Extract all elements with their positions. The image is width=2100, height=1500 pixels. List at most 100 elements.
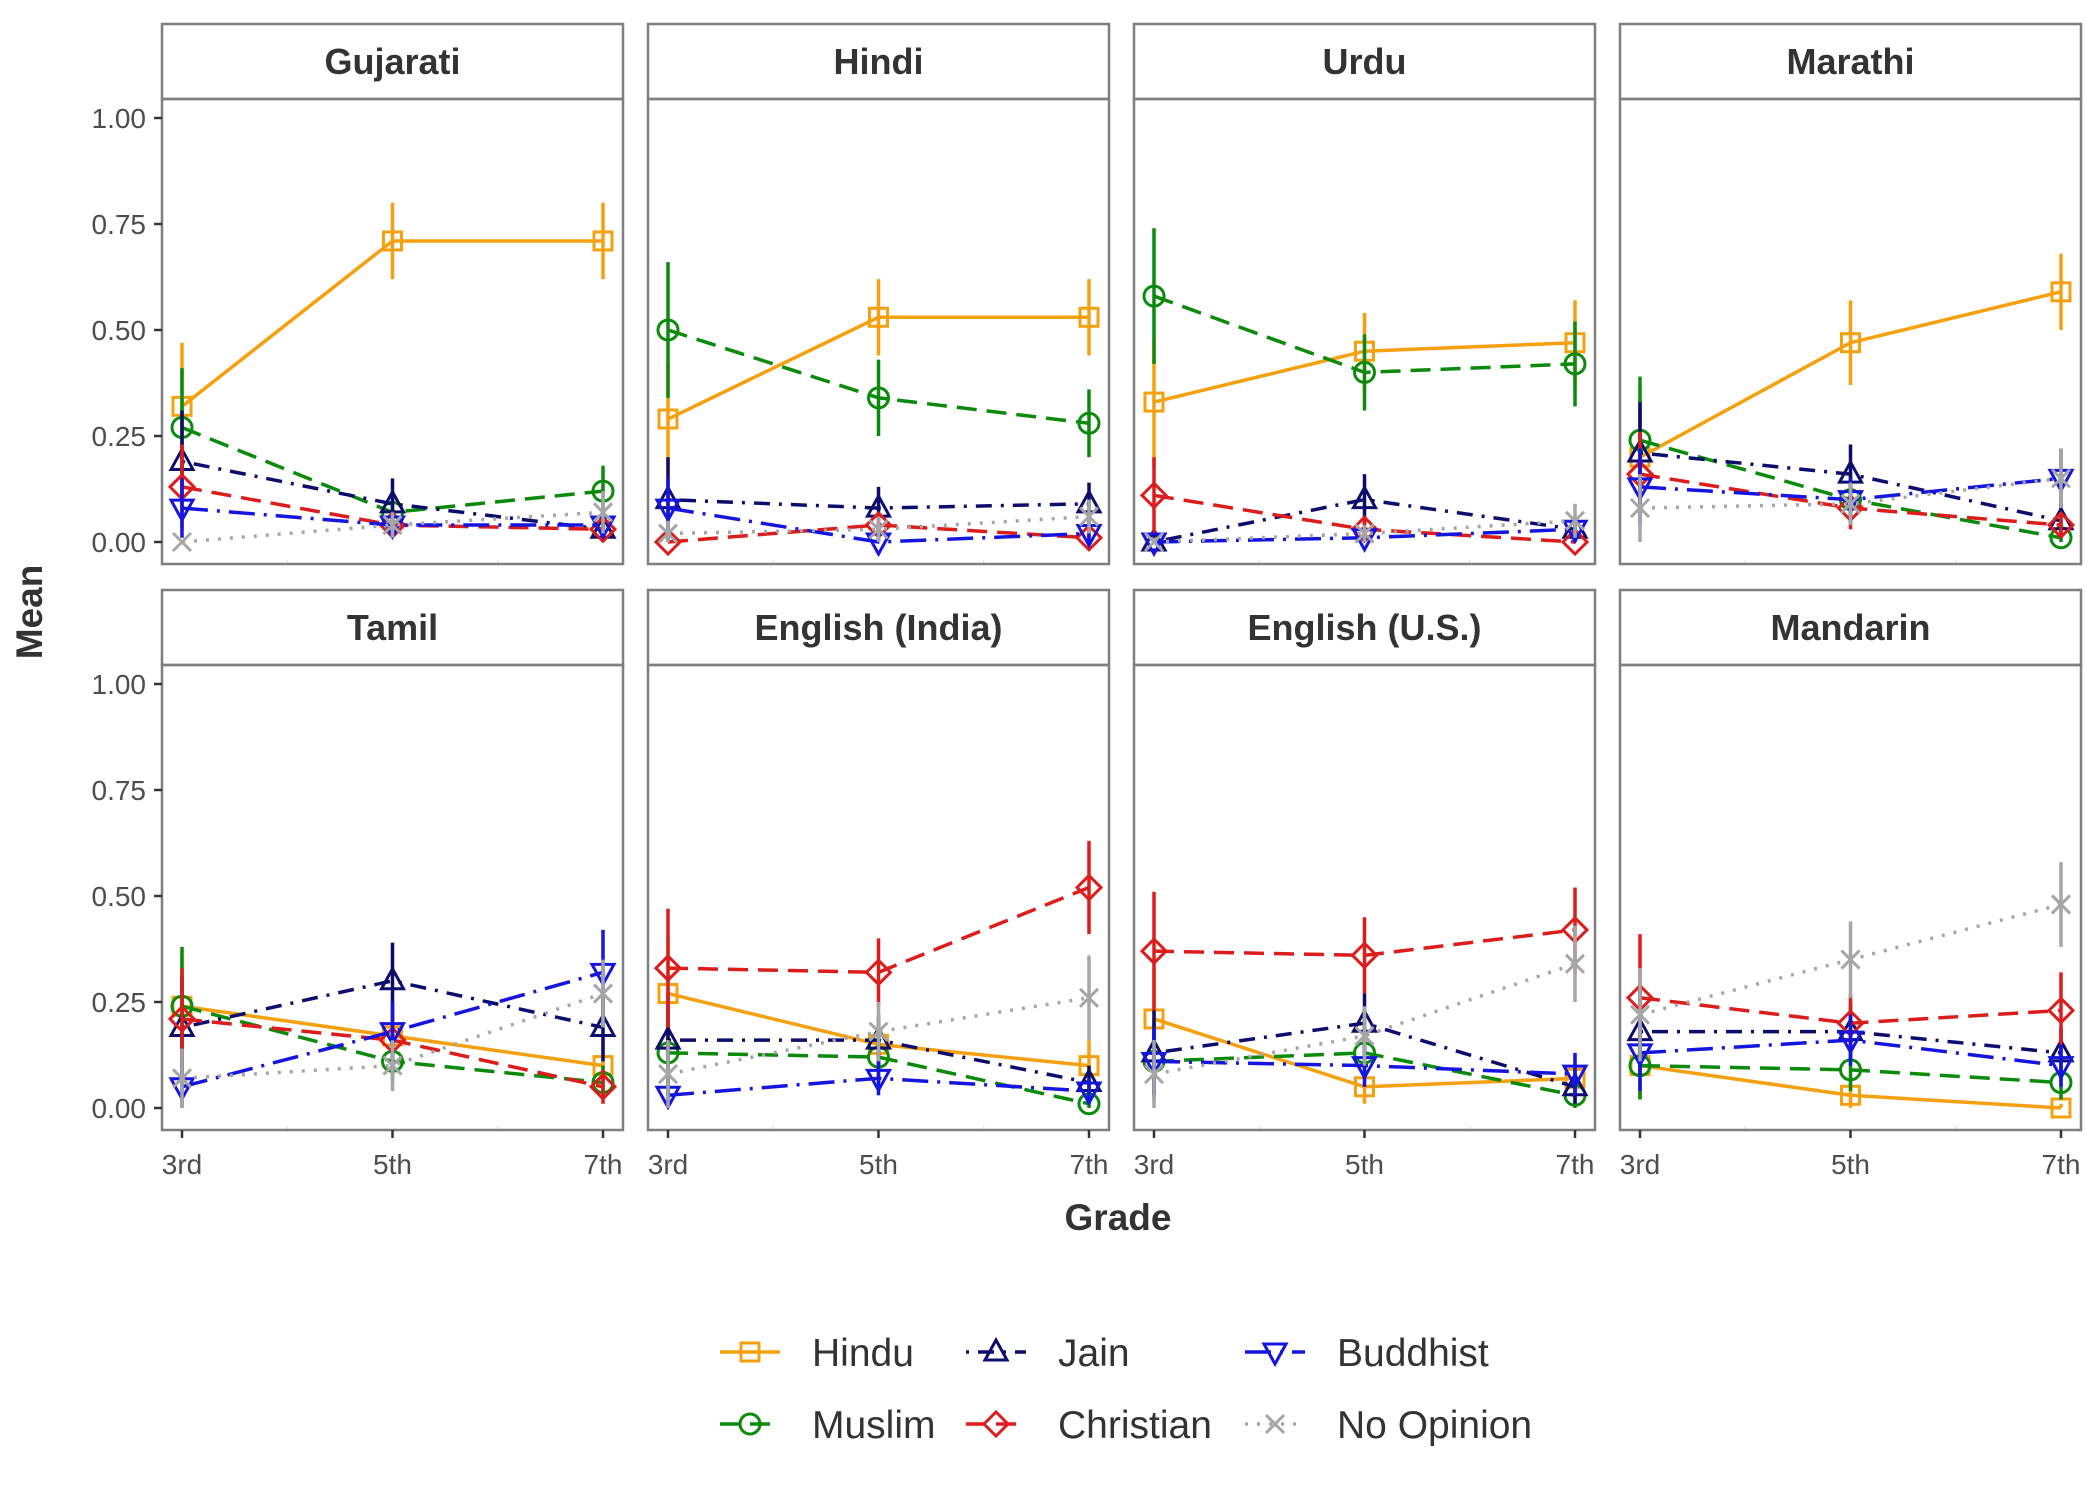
panel-frame [160,97,625,566]
data-point [1143,1064,1165,1085]
legend-item-hindu: Hindu [720,1332,914,1375]
data-point [1078,306,1100,328]
data-point [378,965,407,991]
series-no-opinion [171,491,614,553]
legend-item-no-opinion: No Opinion [1245,1404,1532,1447]
panel-title: English (India) [755,607,1003,648]
x-tick-label: 3rd [1620,1149,1660,1180]
data-point [653,527,683,557]
data-point [654,498,682,524]
data-point [1078,506,1100,527]
data-point [1353,360,1376,384]
x-tick-label: 5th [1831,1149,1870,1180]
series-no-opinion [1629,448,2072,542]
legend-key-marker [738,1412,762,1436]
panel-strip [1618,22,2083,101]
panel-marathi: Marathi [1618,22,2083,566]
legend-key-marker [1261,1342,1289,1368]
data-point [657,523,679,544]
panel-english-india: English (India) 3rd 5th 7th [646,588,1111,1180]
data-point [592,502,614,523]
panel-urdu: Urdu [1132,22,1597,566]
legend-item-jain: Jain [966,1332,1130,1375]
x-tick-label: 7th [2042,1149,2081,1180]
series-line [1639,1063,2062,1085]
series-line [181,979,604,1030]
legend-label: Jain [1058,1332,1130,1375]
legend-item-buddhist: Buddhist [1245,1332,1489,1375]
data-point [171,1068,193,1089]
panel-title: English (U.S.) [1248,607,1482,648]
data-point [1560,527,1590,557]
series-line [667,328,1090,426]
series-line [667,1076,1090,1098]
legend-label: Buddhist [1337,1332,1489,1375]
series-line [180,239,603,408]
data-point [1564,953,1586,974]
series-line [181,459,604,532]
x-tick-label: 5th [859,1149,898,1180]
x-tick-label: 3rd [1134,1149,1174,1180]
y-tick-label: 0.75 [92,209,147,240]
series-line [1639,1063,2062,1110]
y-tick-label: 1.00 [92,103,147,134]
y-tick-label: 0.50 [92,881,147,912]
data-point [868,1021,889,1042]
y-tick-label: 0.00 [92,1093,147,1124]
data-point [589,1012,617,1037]
series-line [1153,497,1576,544]
x-axis-title: Grade [1065,1197,1172,1238]
panel-strip [646,588,1111,667]
data-point [2050,468,2072,489]
data-point [1350,484,1379,510]
series-christian [653,840,1104,1028]
data-point [1629,498,1651,519]
data-point [1074,873,1104,902]
legend-key-marker [1264,1413,1286,1435]
data-point [171,531,193,553]
series-line [1153,294,1576,375]
series-no-opinion [171,959,614,1108]
panel-strip [646,22,1111,101]
data-point [1354,1025,1375,1046]
series-line [1639,290,2062,459]
data-point [1139,481,1169,510]
series-line [667,497,1090,510]
y-tick-label: 0.25 [92,421,147,452]
legend-key-marker [739,1341,761,1363]
data-point [657,408,679,430]
data-point [1139,936,1169,966]
panels: Gujarati 0.00 0.25 0.50 0.75 1.00 Hindi Urdu Mar… [92,22,2083,1180]
panel-title: Gujarati [324,41,460,82]
y-tick-label: 0.50 [92,315,147,346]
series-line [1153,928,1576,958]
data-point [868,306,889,328]
data-point [592,230,614,252]
panel-hindi: Hindi [646,22,1111,566]
data-point [1140,532,1168,558]
data-point [592,983,614,1004]
x-tick-label: 3rd [162,1149,202,1180]
data-point [1077,411,1101,435]
data-point [1840,949,1861,970]
data-point [657,1064,679,1085]
panel-title: Hindi [834,41,924,82]
data-point [1143,531,1165,553]
x-tick-label: 5th [1345,1149,1384,1180]
data-point [2050,281,2072,303]
x-tick-label: 7th [584,1149,623,1180]
data-point [168,498,196,524]
series-line [181,970,604,1089]
x-tick-label: 7th [1556,1149,1595,1180]
legend: Hindu Muslim Jain Christian Buddhist No Opini… [720,1332,1532,1447]
panel-tamil: Tamil 0.00 0.25 0.50 0.75 1.00 3rd 5th 7th [92,588,625,1180]
panel-strip [160,22,625,101]
panel-title: Tamil [347,607,438,648]
series-line [1639,1038,2062,1068]
panel-title: Urdu [1323,41,1407,82]
data-point [653,953,683,983]
series-muslim [656,262,1101,458]
legend-label: Muslim [812,1404,936,1447]
x-tick-label: 5th [373,1149,412,1180]
data-point [167,1004,197,1034]
